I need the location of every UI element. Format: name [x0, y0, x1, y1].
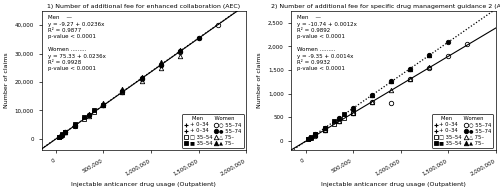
- Y-axis label: Number of claims: Number of claims: [4, 53, 9, 108]
- Y-axis label: Number of claims: Number of claims: [258, 53, 262, 108]
- Text: Men    —
y = -9.27 + 0.0236x
R² = 0.9877
p-value < 0.0001

Women .........
y = 7: Men — y = -9.27 + 0.0236x R² = 0.9877 p-…: [48, 15, 106, 71]
- Legend: + 0–34, + 0–34, □ 35–54, ■ 35–54, ○ 55–74, ● 55–74, △ 75–, ▲ 75–: + 0–34, + 0–34, □ 35–54, ■ 35–54, ○ 55–7…: [182, 114, 244, 148]
- X-axis label: Injectable anticancer drug usage (Outpatient): Injectable anticancer drug usage (Outpat…: [72, 182, 217, 187]
- Title: 2) Number of additional fee for specific drug management guidance 2 (ASD2): 2) Number of additional fee for specific…: [271, 4, 500, 9]
- Legend: + 0–34, + 0–34, □ 35–54, ■ 35–54, ○ 55–74, ● 55–74, △ 75–, ▲ 75–: + 0–34, + 0–34, □ 35–54, ■ 35–54, ○ 55–7…: [432, 114, 493, 148]
- Title: 1) Number of additional fee for enhanced collaboration (AEC): 1) Number of additional fee for enhanced…: [48, 4, 240, 9]
- X-axis label: Injectable anticancer drug usage (Outpatient): Injectable anticancer drug usage (Outpat…: [321, 182, 466, 187]
- Text: Men    —
y = -10.74 + 0.0012x
R² = 0.9892
p-value < 0.0001

Women .........
y = : Men — y = -10.74 + 0.0012x R² = 0.9892 p…: [298, 15, 358, 71]
